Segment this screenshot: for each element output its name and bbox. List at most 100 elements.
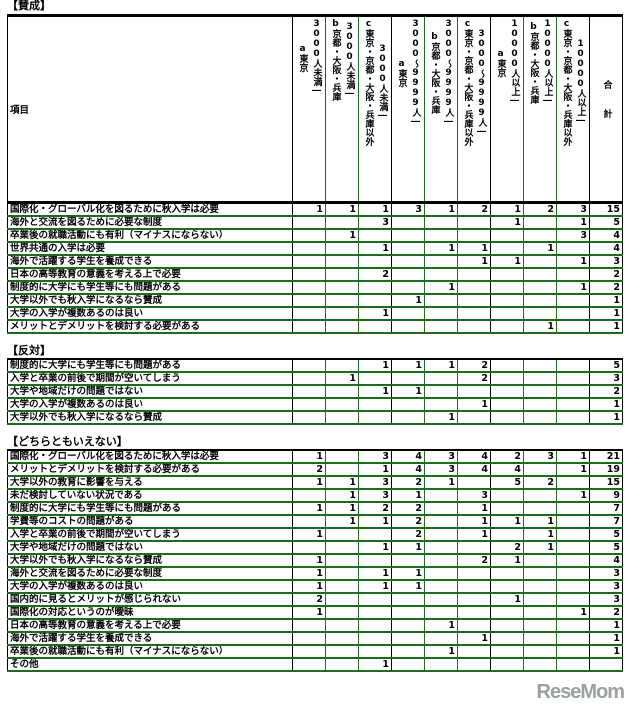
table-row: 国際化・グローバル化を図るために秋入学は必要 1 1 1 3 1 2 1 2 3 15 [7,202,623,217]
cell-total: 3 [589,593,623,607]
section-table: 項目 a東京 3000人未満― b京都・大阪・兵庫 3000人未満― c東京・京都・大阪・… [7,14,623,334]
cell-value [325,268,359,282]
table-row: 大学以外でも秋入学になるなら賛成 1 1 [7,294,623,308]
cell-value: 2 [292,593,326,607]
cell-total: 1 [589,619,623,633]
cell-total: 4 [589,229,623,243]
cell-value [556,632,590,646]
cell-value [457,567,491,581]
row-label: 国際化の対応というのが曖昧 [7,606,293,620]
cell-value [457,645,491,659]
cell-value [556,502,590,516]
cell-value [490,359,524,373]
cell-value [490,385,524,399]
cell-value [457,411,491,425]
cell-value [424,489,458,503]
section-title: 【どちらともいえない】 [7,435,128,448]
cell-value [523,632,557,646]
cell-value: 1 [556,489,590,503]
table-row: 世界共通の入学は必要 1 1 1 1 4 [7,242,623,256]
cell-value [523,580,557,594]
cell-value [490,567,524,581]
cell-value: 1 [358,463,392,477]
cell-value: 1 [457,502,491,516]
cell-value [523,385,557,399]
cell-value [490,528,524,542]
cell-value: 1 [358,359,392,373]
cell-value [424,658,458,672]
row-label: 大学以外でも秋入学になるなら賛成 [7,554,293,568]
cell-value [391,619,425,633]
cell-value: 2 [391,515,425,529]
cell-value [391,398,425,412]
header-size: 10000人以上― [542,19,553,106]
table-row: 国内的に見るとメリットが感じられない 2 1 3 [7,593,623,607]
cell-value: 1 [490,216,524,230]
cell-total: 1 [589,294,623,308]
cell-value [556,359,590,373]
table-row: 海外で活躍する学生を養成できる 1 1 1 3 [7,255,623,269]
cell-value: 1 [325,202,359,217]
cell-value [325,606,359,620]
row-label: その他 [7,658,293,672]
cell-total: 5 [589,528,623,542]
cell-value [358,398,392,412]
cell-value [490,229,524,243]
cell-value [424,502,458,516]
cell-value [523,554,557,568]
table-row: 大学や地域だけの問題ではない 1 1 2 [7,385,623,399]
cell-total: 21 [589,450,623,464]
table-row: 大学の入学が複数あるのは良い 1 1 [7,398,623,412]
cell-value [325,307,359,321]
cell-value [556,567,590,581]
row-label: 制度的に大学にも学生等にも問題がある [7,359,293,373]
cell-value: 4 [391,463,425,477]
cell-value: 2 [391,502,425,516]
cell-value [523,372,557,386]
cell-value: 1 [358,567,392,581]
cell-value [391,216,425,230]
cell-value: 1 [325,229,359,243]
cell-value [325,385,359,399]
table-row: 海外と交流を図るために必要な制度 1 1 1 3 [7,567,623,581]
cell-value [358,619,392,633]
header-size: 3000人未満― [311,19,322,96]
table-row: 未だ検討していない状況である 1 3 1 3 1 9 [7,489,623,503]
header-size: 10000人以上― [575,39,586,126]
header-region: a東京 [297,43,308,72]
cell-value [490,502,524,516]
cell-value: 2 [457,202,491,217]
cell-total: 5 [589,359,623,373]
cell-value: 3 [424,450,458,464]
header-region: b京都・大阪・兵庫 [429,32,440,114]
cell-value [490,658,524,672]
cell-value: 1 [292,202,326,217]
cell-value [556,476,590,490]
cell-value [325,255,359,269]
cell-value: 1 [424,281,458,295]
cell-value [325,359,359,373]
cell-value: 3 [523,450,557,464]
cell-total: 7 [589,502,623,516]
cell-value: 1 [457,398,491,412]
cell-value [424,255,458,269]
cell-value [523,281,557,295]
cell-value: 2 [292,463,326,477]
cell-value [457,606,491,620]
cell-value [556,242,590,256]
cell-value [490,645,524,659]
cell-value [292,294,326,308]
cell-value: 3 [391,202,425,217]
cell-value: 1 [391,567,425,581]
cell-value [490,281,524,295]
cell-value [424,515,458,529]
cell-value [424,554,458,568]
cell-value [325,463,359,477]
header-size: 3000人未満― [377,44,388,121]
cell-value: 1 [292,567,326,581]
header-total-label: 合計 [601,79,612,138]
cell-value [325,242,359,256]
header-region: b京都・大阪・兵庫 [330,19,341,101]
cell-value [358,645,392,659]
cell-value [325,541,359,555]
